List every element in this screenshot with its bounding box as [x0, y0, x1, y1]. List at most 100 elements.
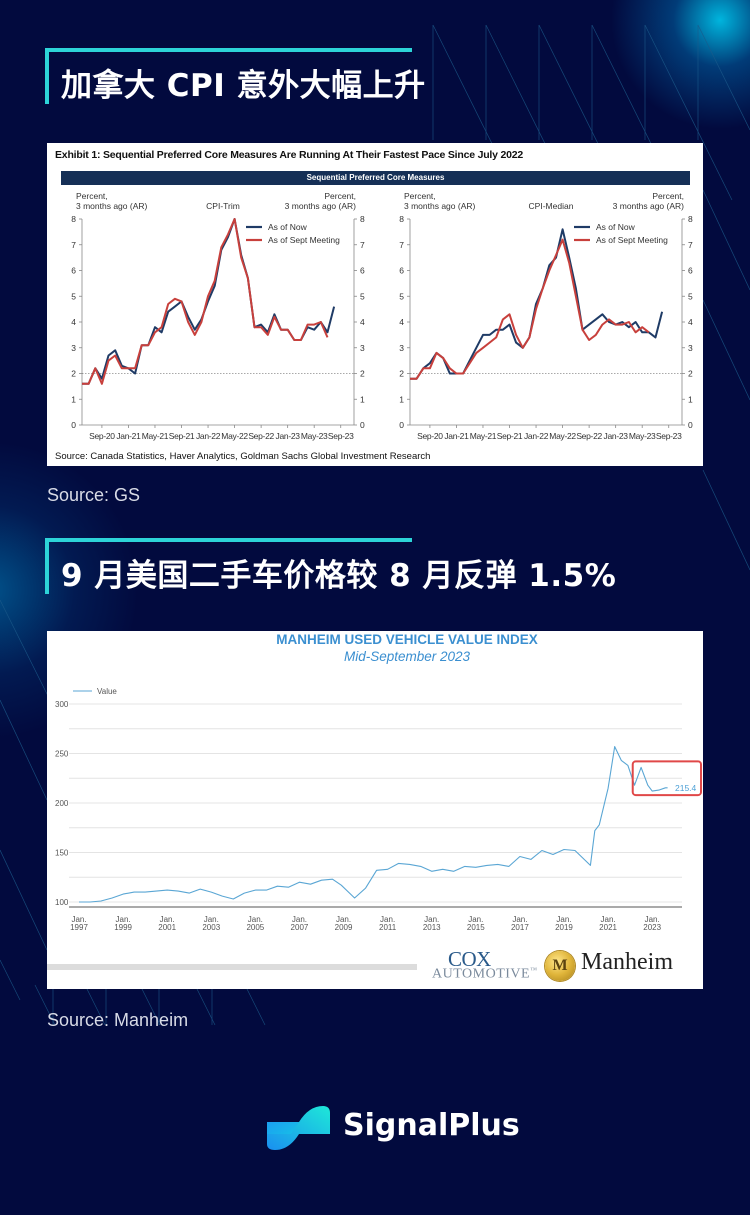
svg-text:3: 3 — [360, 343, 365, 353]
svg-text:As of Sept Meeting: As of Sept Meeting — [596, 235, 668, 245]
svg-text:2: 2 — [360, 369, 365, 379]
svg-text:2: 2 — [399, 369, 404, 379]
svg-text:Jan.: Jan. — [556, 915, 571, 924]
svg-text:Jan.: Jan. — [468, 915, 483, 924]
svg-text:Jan.: Jan. — [512, 915, 527, 924]
svg-text:Sep-23: Sep-23 — [656, 431, 682, 441]
horizontal-scrollbar[interactable] — [47, 964, 417, 970]
svg-text:0: 0 — [688, 420, 693, 430]
signalplus-brand: SignalPlus — [265, 1104, 525, 1154]
svg-text:5: 5 — [360, 291, 365, 301]
svg-text:Percent,: Percent, — [76, 191, 108, 201]
title-accent-bar-left — [45, 48, 49, 104]
svg-text:3 months ago (AR): 3 months ago (AR) — [76, 201, 148, 211]
svg-text:5: 5 — [688, 291, 693, 301]
svg-text:1997: 1997 — [70, 923, 88, 932]
svg-text:250: 250 — [55, 750, 69, 759]
svg-text:Jan.: Jan. — [248, 915, 263, 924]
svg-text:2013: 2013 — [423, 923, 441, 932]
svg-text:2: 2 — [688, 369, 693, 379]
manheim-coin-icon: M — [545, 951, 575, 981]
svg-text:1999: 1999 — [114, 923, 132, 932]
background-glow-top-right — [610, 0, 750, 130]
svg-text:3 months ago (AR): 3 months ago (AR) — [613, 201, 685, 211]
svg-text:4: 4 — [688, 317, 693, 327]
gs-exhibit-card: Exhibit 1: Sequential Preferred Core Mea… — [47, 143, 703, 466]
svg-text:6: 6 — [399, 266, 404, 276]
svg-text:Jan.: Jan. — [601, 915, 616, 924]
title-accent-bar-left — [45, 538, 49, 594]
svg-text:2001: 2001 — [158, 923, 176, 932]
svg-text:0: 0 — [399, 420, 404, 430]
svg-text:4: 4 — [399, 317, 404, 327]
svg-text:Jan.: Jan. — [292, 915, 307, 924]
svg-text:Jan-23: Jan-23 — [604, 431, 629, 441]
chart-banner: Sequential Preferred Core Measures — [61, 171, 690, 185]
manheim-chart-title: MANHEIM USED VEHICLE VALUE INDEX — [276, 632, 538, 647]
svg-text:215.4: 215.4 — [675, 783, 697, 793]
svg-text:0: 0 — [360, 420, 365, 430]
cox-logo-text: COX — [448, 947, 491, 971]
svg-text:May-22: May-22 — [549, 431, 576, 441]
svg-text:Percent,: Percent, — [404, 191, 436, 201]
manheim-logo-text: Manheim — [581, 949, 673, 975]
svg-text:2023: 2023 — [643, 923, 661, 932]
svg-text:2011: 2011 — [379, 923, 397, 932]
svg-text:100: 100 — [55, 898, 69, 907]
svg-text:3 months ago (AR): 3 months ago (AR) — [404, 201, 476, 211]
svg-text:Jan.: Jan. — [116, 915, 131, 924]
svg-text:5: 5 — [71, 291, 76, 301]
svg-text:1: 1 — [71, 394, 76, 404]
svg-text:As of Sept Meeting: As of Sept Meeting — [268, 235, 340, 245]
svg-text:2003: 2003 — [202, 923, 220, 932]
svg-text:6: 6 — [360, 266, 365, 276]
svg-text:Jan-22: Jan-22 — [524, 431, 549, 441]
svg-text:Jan.: Jan. — [336, 915, 351, 924]
svg-text:May-23: May-23 — [629, 431, 656, 441]
svg-text:2015: 2015 — [467, 923, 485, 932]
source-label-gs: Source: GS — [47, 485, 141, 505]
svg-text:Value: Value — [97, 687, 117, 696]
svg-text:Jan-21: Jan-21 — [444, 431, 469, 441]
svg-text:7: 7 — [688, 240, 693, 250]
svg-text:Jan.: Jan. — [71, 915, 86, 924]
svg-text:Jan-22: Jan-22 — [196, 431, 221, 441]
svg-text:8: 8 — [688, 214, 693, 224]
svg-text:Jan.: Jan. — [424, 915, 439, 924]
chart-cpi-median: Percent, 3 months ago (AR) Percent, 3 month… — [375, 191, 703, 449]
svg-text:May-23: May-23 — [301, 431, 328, 441]
manheim-index-card: MANHEIM USED VEHICLE VALUE INDEX Mid-Sep… — [47, 631, 703, 989]
svg-text:Jan.: Jan. — [645, 915, 660, 924]
section-heading: 加拿大 CPI 意外大幅上升 — [61, 68, 426, 104]
svg-text:CPI-Median: CPI-Median — [529, 201, 574, 211]
svg-text:Jan.: Jan. — [160, 915, 175, 924]
chart-manheim-index: 100 150 200 250 300 Value Jan. 1997 Jan. 1999 Jan.… — [47, 671, 703, 941]
automotive-logo-text: AUTOMOTIVE™ — [432, 966, 538, 982]
line-chart-svg: 100150200250300ValueJan.1997Jan.1999Jan.… — [55, 687, 703, 932]
title-accent-bar-top — [45, 48, 412, 52]
svg-text:7: 7 — [360, 240, 365, 250]
svg-text:As of Now: As of Now — [268, 222, 308, 232]
svg-text:2017: 2017 — [511, 923, 529, 932]
svg-text:Percent,: Percent, — [652, 191, 684, 201]
svg-text:May-22: May-22 — [221, 431, 248, 441]
svg-text:2: 2 — [71, 369, 76, 379]
svg-text:Sep-22: Sep-22 — [576, 431, 602, 441]
svg-text:300: 300 — [55, 700, 69, 709]
svg-text:3: 3 — [688, 343, 693, 353]
svg-text:8: 8 — [399, 214, 404, 224]
svg-text:8: 8 — [360, 214, 365, 224]
chart-cpi-trim: Percent, 3 months ago (AR) Percent, 3 month… — [47, 191, 375, 449]
svg-text:Jan.: Jan. — [204, 915, 219, 924]
svg-text:Jan.: Jan. — [380, 915, 395, 924]
svg-text:7: 7 — [399, 240, 404, 250]
signalplus-logo-icon — [267, 1106, 330, 1150]
svg-text:2009: 2009 — [335, 923, 353, 932]
svg-text:Jan-21: Jan-21 — [116, 431, 141, 441]
svg-text:1: 1 — [360, 394, 365, 404]
svg-text:2005: 2005 — [246, 923, 264, 932]
brand-name: SignalPlus — [343, 1108, 520, 1143]
section-heading: 9 月美国二手车价格较 8 月反弹 1.5% — [61, 558, 617, 594]
manheim-chart-subtitle: Mid-September 2023 — [343, 649, 471, 664]
line-chart-svg: Percent,3 months ago (AR)Percent,3 month… — [71, 191, 365, 441]
